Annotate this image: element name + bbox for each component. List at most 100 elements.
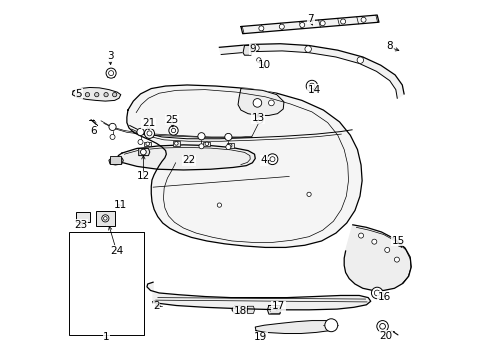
Text: 2: 2 xyxy=(153,301,160,311)
Text: 11: 11 xyxy=(114,200,127,210)
Circle shape xyxy=(253,99,261,107)
Circle shape xyxy=(235,306,242,312)
Polygon shape xyxy=(126,85,362,247)
Circle shape xyxy=(394,257,399,262)
Polygon shape xyxy=(109,158,123,165)
Bar xyxy=(110,156,121,163)
Text: 3: 3 xyxy=(106,51,113,61)
Circle shape xyxy=(371,287,382,299)
Polygon shape xyxy=(255,320,335,333)
Circle shape xyxy=(94,93,99,97)
Circle shape xyxy=(168,126,178,135)
Text: 22: 22 xyxy=(182,155,195,165)
Circle shape xyxy=(77,93,81,97)
Circle shape xyxy=(109,123,116,131)
Circle shape xyxy=(320,21,325,26)
Text: 12: 12 xyxy=(137,171,150,181)
Circle shape xyxy=(255,116,263,123)
Circle shape xyxy=(384,247,389,252)
Bar xyxy=(96,211,115,226)
Text: 24: 24 xyxy=(110,246,123,256)
Circle shape xyxy=(324,319,337,332)
Polygon shape xyxy=(243,45,252,55)
Text: 6: 6 xyxy=(90,126,96,135)
Circle shape xyxy=(171,129,175,133)
Circle shape xyxy=(252,45,259,51)
Circle shape xyxy=(144,129,154,138)
Circle shape xyxy=(140,149,146,155)
Bar xyxy=(69,231,144,335)
Bar xyxy=(203,141,210,146)
Text: 19: 19 xyxy=(253,332,267,342)
Circle shape xyxy=(225,144,230,149)
Bar xyxy=(172,141,180,145)
Polygon shape xyxy=(139,148,149,156)
Circle shape xyxy=(217,203,221,207)
Polygon shape xyxy=(147,282,370,310)
Polygon shape xyxy=(238,89,284,116)
Polygon shape xyxy=(247,306,254,314)
Circle shape xyxy=(305,46,311,52)
Circle shape xyxy=(266,154,277,165)
Circle shape xyxy=(224,134,231,140)
Circle shape xyxy=(204,142,208,145)
Circle shape xyxy=(360,17,366,22)
Text: 5: 5 xyxy=(75,89,82,99)
Circle shape xyxy=(103,217,107,220)
Text: 7: 7 xyxy=(307,14,313,24)
Circle shape xyxy=(379,323,385,329)
Circle shape xyxy=(137,129,144,135)
Text: 14: 14 xyxy=(307,85,321,95)
Text: 18: 18 xyxy=(233,306,246,316)
Circle shape xyxy=(299,22,304,27)
Circle shape xyxy=(104,93,108,97)
Text: 17: 17 xyxy=(271,301,285,311)
Text: 25: 25 xyxy=(165,115,178,125)
Circle shape xyxy=(269,157,274,162)
Circle shape xyxy=(268,100,274,106)
Text: 10: 10 xyxy=(257,60,270,70)
Polygon shape xyxy=(241,15,378,34)
Circle shape xyxy=(138,139,142,144)
Circle shape xyxy=(340,19,345,24)
Text: 16: 16 xyxy=(377,292,390,302)
Circle shape xyxy=(358,233,363,238)
Circle shape xyxy=(102,215,109,222)
Text: 4: 4 xyxy=(261,155,267,165)
Text: 23: 23 xyxy=(75,220,88,230)
Polygon shape xyxy=(219,44,403,98)
Polygon shape xyxy=(118,145,255,170)
Text: 1: 1 xyxy=(103,332,109,342)
Circle shape xyxy=(174,141,178,145)
Circle shape xyxy=(356,57,363,63)
Circle shape xyxy=(85,93,89,97)
Polygon shape xyxy=(72,87,121,101)
Circle shape xyxy=(373,290,379,296)
Circle shape xyxy=(145,142,149,145)
Text: 8: 8 xyxy=(386,41,392,50)
Circle shape xyxy=(279,24,284,29)
Circle shape xyxy=(371,239,376,244)
Text: 15: 15 xyxy=(390,236,404,246)
Circle shape xyxy=(306,192,310,197)
Circle shape xyxy=(256,58,261,62)
Circle shape xyxy=(258,26,264,31)
Text: 20: 20 xyxy=(379,331,392,341)
Circle shape xyxy=(376,320,387,332)
Circle shape xyxy=(110,134,115,139)
Circle shape xyxy=(305,80,317,92)
Polygon shape xyxy=(267,306,281,314)
Circle shape xyxy=(112,93,117,97)
Text: 21: 21 xyxy=(142,118,155,128)
Bar xyxy=(226,143,233,148)
Polygon shape xyxy=(231,306,247,314)
Bar xyxy=(76,212,89,222)
Circle shape xyxy=(228,144,231,147)
Circle shape xyxy=(199,144,203,149)
Circle shape xyxy=(106,68,116,78)
Text: 9: 9 xyxy=(248,44,255,54)
Text: 13: 13 xyxy=(251,113,264,123)
Circle shape xyxy=(198,133,204,140)
Circle shape xyxy=(147,131,152,136)
Circle shape xyxy=(308,83,314,89)
